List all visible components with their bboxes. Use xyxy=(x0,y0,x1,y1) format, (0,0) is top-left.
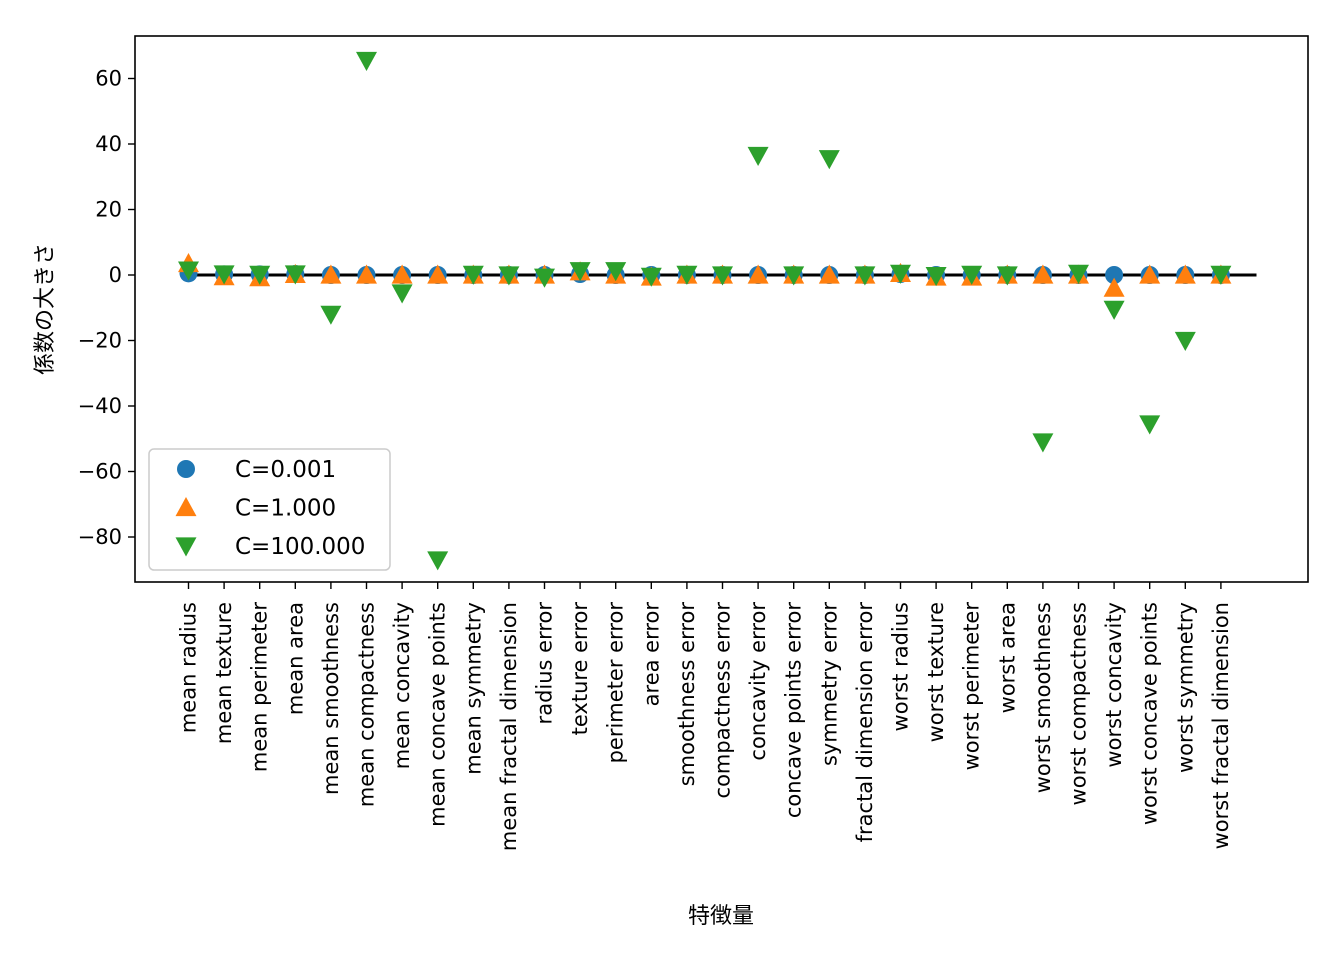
y-tick-label: 20 xyxy=(95,198,122,222)
data-point xyxy=(356,51,377,71)
legend-marker xyxy=(177,460,195,478)
y-tick-label: 40 xyxy=(95,132,122,156)
data-point xyxy=(427,264,449,284)
data-point xyxy=(213,265,235,285)
plot-frame xyxy=(134,35,1309,583)
x-tick-label: worst concave points xyxy=(1138,602,1162,825)
x-tick-label: worst perimeter xyxy=(960,602,984,771)
y-axis-ticks: 60 40 20 0 −20 −40 −60 −80 xyxy=(78,67,135,549)
legend: C=0.001 C=1.000 C=100.000 xyxy=(148,448,391,571)
x-tick-label: worst fractal dimension xyxy=(1209,602,1233,849)
data-point xyxy=(356,264,377,284)
data-point xyxy=(605,262,627,282)
y-tick-label: 60 xyxy=(95,67,122,91)
x-axis-label: 特徴量 xyxy=(688,904,754,929)
data-point xyxy=(712,266,733,286)
data-point xyxy=(1210,265,1232,285)
data-point xyxy=(391,264,413,284)
x-tick-label: worst concavity xyxy=(1102,602,1126,768)
data-point xyxy=(1139,264,1161,284)
x-tick-label: worst area xyxy=(995,602,1019,713)
data-point xyxy=(1032,433,1054,453)
data-point xyxy=(640,267,662,287)
x-tick-label: mean radius xyxy=(177,602,201,733)
series-2 xyxy=(178,51,1232,571)
data-point xyxy=(890,264,911,284)
x-tick-label: mean area xyxy=(283,602,307,715)
data-point xyxy=(854,266,876,286)
data-point xyxy=(569,262,591,282)
legend-box xyxy=(148,448,391,571)
data-point xyxy=(1103,300,1125,320)
x-tick-label: mean concave points xyxy=(426,602,450,827)
x-tick-label: mean symmetry xyxy=(461,602,485,775)
data-point xyxy=(676,265,698,285)
y-axis-label: 係数の大きさ xyxy=(33,243,58,375)
data-point xyxy=(320,264,342,284)
y-tick-label: −80 xyxy=(78,525,122,549)
x-tick-label: mean fractal dimension xyxy=(497,602,521,851)
data-point xyxy=(996,266,1018,286)
data-point xyxy=(427,551,449,571)
x-tick-label: texture error xyxy=(568,602,592,736)
x-tick-label: mean compactness xyxy=(355,602,379,807)
legend-label: C=1.000 xyxy=(235,496,336,522)
x-tick-label: worst symmetry xyxy=(1173,602,1197,773)
x-tick-label: symmetry error xyxy=(817,602,841,766)
data-point xyxy=(1068,264,1089,284)
x-tick-label: area error xyxy=(639,602,663,707)
data-point xyxy=(1032,264,1054,284)
y-tick-label: −40 xyxy=(78,394,122,418)
data-point xyxy=(818,150,840,170)
x-tick-label: mean smoothness xyxy=(319,602,343,795)
data-point xyxy=(1139,415,1161,435)
data-point xyxy=(1174,331,1196,351)
data-point xyxy=(284,265,306,285)
y-tick-label: −60 xyxy=(78,460,122,484)
x-tick-label: worst compactness xyxy=(1067,602,1091,805)
data-point xyxy=(747,264,769,284)
data-point xyxy=(178,261,199,281)
x-tick-label: perimeter error xyxy=(604,602,628,764)
data-point xyxy=(1174,264,1196,284)
x-tick-label: mean perimeter xyxy=(248,602,272,772)
data-point xyxy=(534,268,555,288)
x-tick-label: concave points error xyxy=(782,602,806,819)
x-tick-label: compactness error xyxy=(711,602,735,799)
data-point xyxy=(1103,277,1125,297)
x-tick-label: concavity error xyxy=(746,602,770,761)
data-point xyxy=(391,284,413,304)
data-point xyxy=(818,264,840,284)
data-point xyxy=(747,146,769,166)
data-point xyxy=(783,266,805,286)
data-points xyxy=(178,51,1232,571)
data-point xyxy=(462,265,484,285)
x-tick-label: smoothness error xyxy=(675,602,699,787)
data-point xyxy=(925,267,947,287)
legend-marker xyxy=(175,497,197,517)
x-tick-label: mean texture xyxy=(212,602,236,744)
y-tick-label: −20 xyxy=(78,329,122,353)
x-tick-label: fractal dimension error xyxy=(853,602,877,843)
data-point xyxy=(320,305,342,325)
legend-label: C=100.000 xyxy=(235,534,365,560)
x-tick-label: radius error xyxy=(533,602,557,725)
data-point xyxy=(961,265,983,285)
legend-label: C=0.001 xyxy=(235,457,336,483)
x-tick-label: worst radius xyxy=(889,602,913,731)
x-tick-label: worst texture xyxy=(924,602,948,742)
x-tick-label: worst smoothness xyxy=(1031,602,1055,793)
legend-marker xyxy=(175,537,197,557)
data-point xyxy=(249,265,271,285)
data-point xyxy=(1105,266,1124,284)
x-tick-label: mean concavity xyxy=(390,602,414,769)
y-tick-label: 0 xyxy=(109,263,122,287)
data-point xyxy=(498,266,520,286)
x-axis-ticks: mean radius mean texture mean perimeter mea… xyxy=(177,582,1233,851)
